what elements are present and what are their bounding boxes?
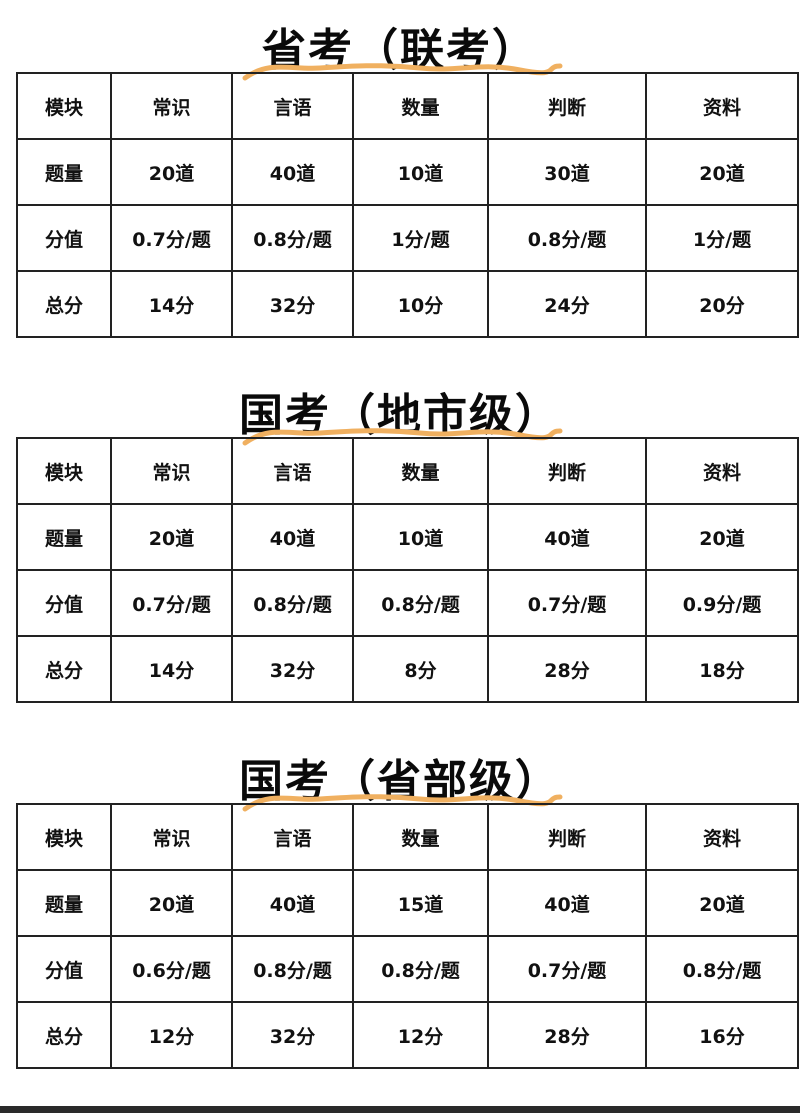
table-cell: 40道 xyxy=(487,503,647,571)
table-row: 总分 12分 32分 12分 28分 16分 xyxy=(16,1001,799,1069)
table-cell: 20道 xyxy=(110,869,233,937)
table-row: 分值 0.7分/题 0.8分/题 1分/题 0.8分/题 1分/题 xyxy=(16,204,799,272)
table-cell: 32分 xyxy=(231,1001,354,1069)
row-header-cell: 分值 xyxy=(16,569,112,637)
table-cell: 30道 xyxy=(487,138,647,206)
table-cell: 0.6分/题 xyxy=(110,935,233,1003)
table-row: 题量 20道 40道 10道 40道 20道 xyxy=(16,503,799,571)
table-cell: 24分 xyxy=(487,270,647,338)
table-cell: 8分 xyxy=(352,635,489,703)
table-row: 分值 0.6分/题 0.8分/题 0.8分/题 0.7分/题 0.8分/题 xyxy=(16,935,799,1003)
row-header-cell: 分值 xyxy=(16,204,112,272)
table-cell: 32分 xyxy=(231,635,354,703)
table-cell: 1分/题 xyxy=(645,204,799,272)
table-cell: 20道 xyxy=(645,869,799,937)
table-cell: 14分 xyxy=(110,270,233,338)
row-header-cell: 总分 xyxy=(16,1001,112,1069)
table-cell: 数量 xyxy=(352,803,489,871)
table-cell: 资料 xyxy=(645,437,799,505)
table-cell: 12分 xyxy=(110,1001,233,1069)
row-header-cell: 题量 xyxy=(16,869,112,937)
table-cell: 10道 xyxy=(352,138,489,206)
row-header-cell: 分值 xyxy=(16,935,112,1003)
table-cell: 0.8分/题 xyxy=(352,569,489,637)
table-cell: 20道 xyxy=(645,503,799,571)
table-cell: 40道 xyxy=(231,138,354,206)
table-cell: 40道 xyxy=(231,503,354,571)
table-cell: 判断 xyxy=(487,437,647,505)
table-cell: 0.7分/题 xyxy=(110,204,233,272)
row-header-cell: 模块 xyxy=(16,437,112,505)
table-cell: 判断 xyxy=(487,803,647,871)
table-row: 分值 0.7分/题 0.8分/题 0.8分/题 0.7分/题 0.9分/题 xyxy=(16,569,799,637)
table-cell: 0.8分/题 xyxy=(231,204,354,272)
table-cell: 0.7分/题 xyxy=(110,569,233,637)
table-row: 模块 常识 言语 数量 判断 资料 xyxy=(16,72,799,140)
score-table: 模块 常识 言语 数量 判断 资料 题量 20道 40道 10道 30道 20道 分值 0.7分/题 0.8… xyxy=(16,72,799,338)
table-row: 题量 20道 40道 15道 40道 20道 xyxy=(16,869,799,937)
table-cell: 0.7分/题 xyxy=(487,569,647,637)
table-cell: 言语 xyxy=(231,437,354,505)
score-table: 模块 常识 言语 数量 判断 资料 题量 20道 40道 15道 40道 20道 分值 0.6分/题 0.8… xyxy=(16,803,799,1069)
table-cell: 言语 xyxy=(231,803,354,871)
table-cell: 18分 xyxy=(645,635,799,703)
table-cell: 12分 xyxy=(352,1001,489,1069)
table-cell: 20分 xyxy=(645,270,799,338)
table-cell: 资料 xyxy=(645,72,799,140)
table-cell: 0.8分/题 xyxy=(231,569,354,637)
table-cell: 言语 xyxy=(231,72,354,140)
table-cell: 10道 xyxy=(352,503,489,571)
table-cell: 28分 xyxy=(487,1001,647,1069)
table-cell: 20道 xyxy=(645,138,799,206)
row-header-cell: 总分 xyxy=(16,635,112,703)
row-header-cell: 题量 xyxy=(16,138,112,206)
table-cell: 数量 xyxy=(352,72,489,140)
table-cell: 20道 xyxy=(110,138,233,206)
table-cell: 0.7分/题 xyxy=(487,935,647,1003)
table-cell: 32分 xyxy=(231,270,354,338)
table-cell: 16分 xyxy=(645,1001,799,1069)
table-cell: 10分 xyxy=(352,270,489,338)
table-cell: 常识 xyxy=(110,437,233,505)
table-cell: 20道 xyxy=(110,503,233,571)
score-table: 模块 常识 言语 数量 判断 资料 题量 20道 40道 10道 40道 20道 分值 0.7分/题 0.8… xyxy=(16,437,799,703)
table-cell: 15道 xyxy=(352,869,489,937)
table-cell: 0.8分/题 xyxy=(487,204,647,272)
table-cell: 常识 xyxy=(110,72,233,140)
table-cell: 14分 xyxy=(110,635,233,703)
table-cell: 0.8分/题 xyxy=(352,935,489,1003)
table-cell: 1分/题 xyxy=(352,204,489,272)
table-cell: 判断 xyxy=(487,72,647,140)
table-cell: 0.9分/题 xyxy=(645,569,799,637)
bottom-bar xyxy=(0,1106,800,1113)
table-cell: 0.8分/题 xyxy=(231,935,354,1003)
table-cell: 40道 xyxy=(231,869,354,937)
table-cell: 0.8分/题 xyxy=(645,935,799,1003)
table-cell: 40道 xyxy=(487,869,647,937)
table-row: 模块 常识 言语 数量 判断 资料 xyxy=(16,437,799,505)
table-cell: 28分 xyxy=(487,635,647,703)
row-header-cell: 题量 xyxy=(16,503,112,571)
table-row: 模块 常识 言语 数量 判断 资料 xyxy=(16,803,799,871)
table-row: 题量 20道 40道 10道 30道 20道 xyxy=(16,138,799,206)
table-cell: 常识 xyxy=(110,803,233,871)
row-header-cell: 总分 xyxy=(16,270,112,338)
row-header-cell: 模块 xyxy=(16,803,112,871)
table-cell: 数量 xyxy=(352,437,489,505)
table-row: 总分 14分 32分 10分 24分 20分 xyxy=(16,270,799,338)
table-row: 总分 14分 32分 8分 28分 18分 xyxy=(16,635,799,703)
row-header-cell: 模块 xyxy=(16,72,112,140)
table-cell: 资料 xyxy=(645,803,799,871)
